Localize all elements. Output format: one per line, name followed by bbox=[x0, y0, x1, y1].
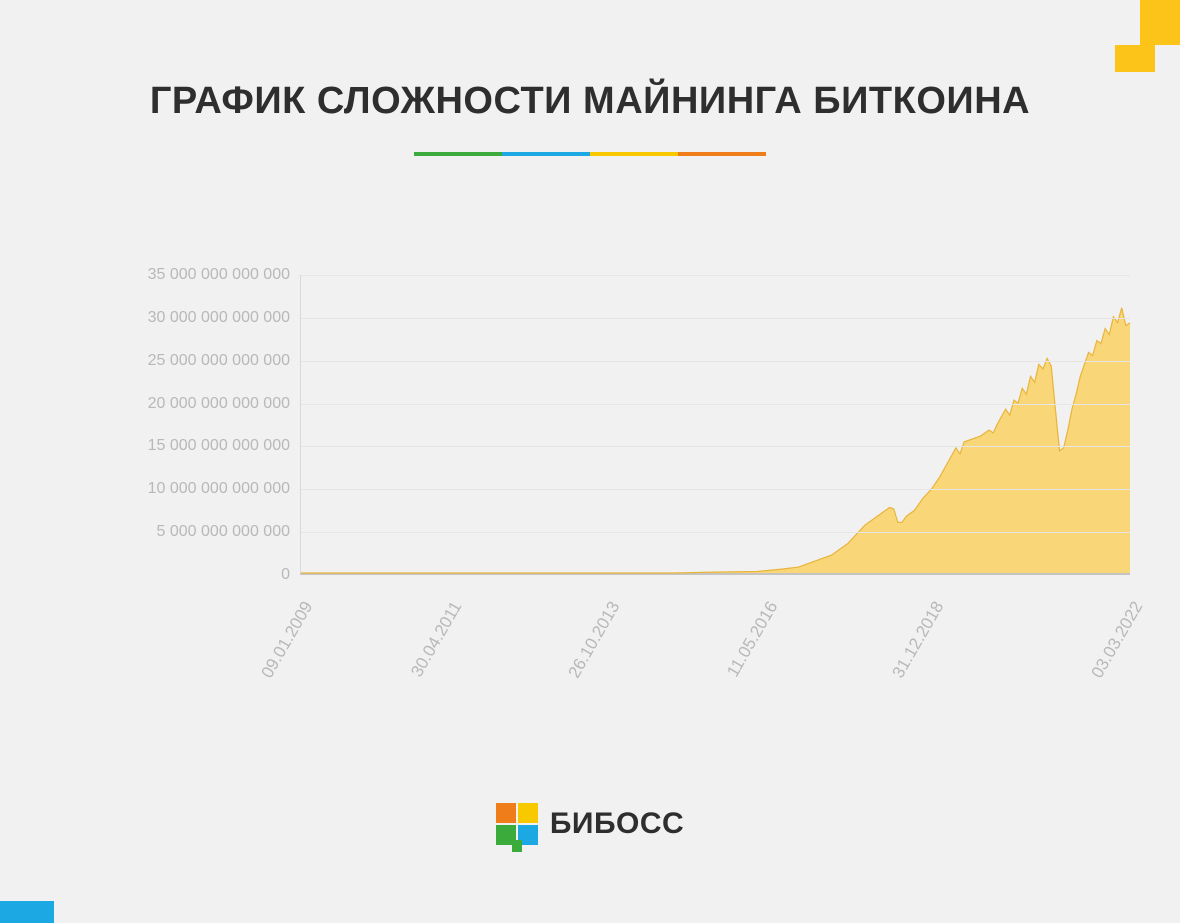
area-fill bbox=[301, 308, 1130, 573]
plot-area bbox=[300, 275, 1130, 575]
grid-line bbox=[301, 275, 1130, 276]
logo-quadrant-tr bbox=[518, 803, 538, 823]
logo-quadrant-tl bbox=[496, 803, 516, 823]
area-series bbox=[301, 275, 1130, 573]
brand-name: БИБОСС bbox=[550, 807, 684, 841]
corner-decoration-bottom-left bbox=[0, 901, 54, 923]
x-tick-label: 30.04.2011 bbox=[407, 598, 466, 681]
x-tick-label: 09.01.2009 bbox=[257, 598, 317, 682]
y-tick-label: 10 000 000 000 000 bbox=[148, 480, 290, 498]
y-tick-label: 25 000 000 000 000 bbox=[148, 352, 290, 370]
y-axis: 0 5 000 000 000 000 10 000 000 000 000 15 0… bbox=[75, 275, 290, 585]
x-tick-label: 11.05.2016 bbox=[723, 598, 782, 681]
divider-segment bbox=[414, 152, 502, 156]
grid-line bbox=[301, 361, 1130, 362]
y-tick-label: 0 bbox=[281, 566, 290, 584]
divider-segment bbox=[502, 152, 590, 156]
x-tick-label: 31.12.2018 bbox=[888, 598, 948, 682]
x-tick-label: 26.10.2013 bbox=[565, 598, 625, 682]
footer-brand: БИБОСС bbox=[0, 803, 1180, 845]
divider-stripe bbox=[414, 152, 766, 156]
difficulty-chart: 0 5 000 000 000 000 10 000 000 000 000 15 0… bbox=[75, 275, 1130, 725]
grid-line bbox=[301, 532, 1130, 533]
grid-line bbox=[301, 318, 1130, 319]
y-tick-label: 20 000 000 000 000 bbox=[148, 395, 290, 413]
grid-line bbox=[301, 404, 1130, 405]
grid-line bbox=[301, 489, 1130, 490]
y-tick-label: 15 000 000 000 000 bbox=[148, 437, 290, 455]
corner-decoration-top-right bbox=[1115, 0, 1180, 72]
x-axis: 09.01.200930.04.201126.10.201311.05.2016… bbox=[300, 580, 1130, 720]
logo-tail bbox=[512, 840, 522, 852]
divider-segment bbox=[590, 152, 678, 156]
y-tick-label: 5 000 000 000 000 bbox=[157, 523, 290, 541]
divider-segment bbox=[678, 152, 766, 156]
grid-line bbox=[301, 446, 1130, 447]
page-title: ГРАФИК СЛОЖНОСТИ МАЙНИНГА БИТКОИНА bbox=[0, 80, 1180, 123]
y-tick-label: 35 000 000 000 000 bbox=[148, 266, 290, 284]
x-tick-label: 03.03.2022 bbox=[1087, 598, 1147, 682]
brand-logo-icon bbox=[496, 803, 538, 845]
y-tick-label: 30 000 000 000 000 bbox=[148, 309, 290, 327]
